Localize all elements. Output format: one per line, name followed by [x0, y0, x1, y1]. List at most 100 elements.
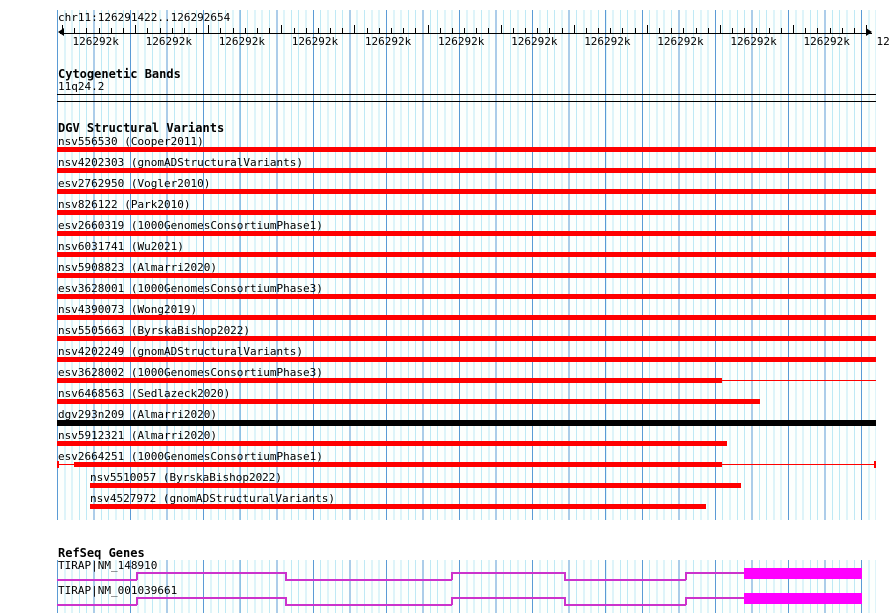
ruler-tick — [768, 28, 770, 33]
ruler-tick — [451, 28, 453, 33]
ruler-tick — [293, 28, 295, 33]
intron-segment — [451, 597, 565, 599]
cytoband-label[interactable]: 11q24.2 — [58, 80, 105, 93]
ruler-tick — [537, 28, 539, 33]
variant-label[interactable]: nsv556530 (Cooper2011) — [58, 135, 204, 148]
ruler-axis — [60, 33, 872, 34]
ruler-tick — [695, 28, 697, 33]
variant-label[interactable]: nsv5912321 (Almarri2020) — [58, 429, 217, 442]
variant-bar[interactable] — [90, 504, 706, 509]
variant-bar[interactable] — [57, 147, 876, 152]
variant-extent-cap — [57, 461, 59, 468]
variant-bar[interactable] — [57, 315, 876, 320]
variant-bar[interactable] — [57, 420, 876, 426]
variant-label[interactable]: esv2762950 (Vogler2010) — [58, 177, 211, 190]
intron-segment — [285, 604, 452, 606]
variant-bar[interactable] — [57, 336, 876, 341]
ruler-tick — [829, 28, 831, 33]
variant-bar[interactable] — [57, 252, 876, 257]
grid-background — [57, 0, 876, 613]
variant-label[interactable]: esv3628001 (1000GenomesConsortiumPhase3) — [58, 282, 323, 295]
ruler-tick — [317, 28, 319, 33]
variant-label[interactable]: nsv6031741 (Wu2021) — [58, 240, 184, 253]
intron-segment — [451, 572, 565, 574]
ruler-tick-label: 126293k — [876, 35, 890, 48]
ruler-tick-label: 126292k — [72, 35, 119, 48]
ruler-tick-label: 126292k — [364, 35, 412, 48]
locus-label: chr11:126291422..126292654 — [58, 11, 231, 24]
ruler-tick — [256, 28, 258, 33]
gene-label[interactable]: TIRAP|NM_148910 — [58, 559, 158, 572]
ruler-tick — [646, 25, 648, 34]
right-margin — [876, 0, 890, 613]
variant-label[interactable]: dgv293n209 (Almarri2020) — [58, 408, 217, 421]
variant-label[interactable]: nsv4527972 (gnomADStructuralVariants) — [90, 492, 336, 505]
variant-bar[interactable] — [57, 273, 876, 278]
intron-segment — [564, 604, 686, 606]
ruler-tick — [780, 28, 782, 33]
ruler-tick — [244, 28, 246, 33]
intron-step — [685, 572, 687, 580]
ruler-tick-label: 126292k — [438, 35, 485, 48]
ruler-tick-label: 126292k — [291, 35, 339, 48]
ruler-tick — [561, 28, 563, 33]
ruler-tick — [805, 28, 807, 33]
arrow-left-icon[interactable] — [58, 28, 64, 36]
exon-block[interactable] — [744, 593, 862, 604]
intron-segment — [685, 597, 745, 599]
ruler-tick — [147, 28, 149, 33]
intron-segment — [685, 572, 745, 574]
ruler-tick — [269, 28, 271, 33]
variant-label[interactable]: nsv5908823 (Almarri2020) — [58, 261, 217, 274]
ruler-tick-label: 126292k — [145, 35, 192, 48]
separator-line-2 — [57, 101, 876, 102]
variant-bar[interactable] — [74, 462, 722, 467]
intron-segment — [57, 579, 137, 581]
variant-bar[interactable] — [57, 294, 876, 299]
ruler-tick — [853, 28, 855, 33]
ruler-tick — [707, 28, 709, 33]
variant-bar[interactable] — [57, 189, 876, 194]
track-title-dgv-structural-variants: DGV Structural Variants — [58, 121, 225, 135]
arrow-right-icon[interactable] — [866, 28, 872, 36]
variant-label[interactable]: nsv826122 (Park2010) — [58, 198, 191, 211]
variant-bar[interactable] — [57, 168, 876, 173]
ruler-tick-label: 126292k — [730, 35, 777, 48]
ruler-tick — [634, 28, 636, 33]
ruler-tick — [232, 28, 234, 33]
exon-block[interactable] — [744, 568, 862, 579]
variant-bar[interactable] — [57, 441, 727, 446]
intron-step — [136, 572, 138, 580]
variant-label[interactable]: nsv5505663 (ByrskaBishop2022) — [58, 324, 251, 337]
intron-step — [285, 572, 287, 580]
variant-label[interactable]: nsv6468563 (Sedlazeck2020) — [58, 387, 231, 400]
ruler-tick — [500, 25, 502, 34]
variant-bar[interactable] — [90, 483, 741, 488]
gene-label[interactable]: TIRAP|NM_001039661 — [58, 584, 178, 597]
ruler-tick — [671, 28, 673, 33]
ruler-tick — [719, 25, 721, 34]
variant-bar[interactable] — [57, 357, 876, 362]
variant-bar[interactable] — [57, 399, 760, 404]
intron-segment — [564, 579, 686, 581]
left-margin — [0, 0, 57, 613]
variant-label[interactable]: esv3628002 (1000GenomesConsortiumPhase3) — [58, 366, 323, 379]
variant-label[interactable]: nsv5510057 (ByrskaBishop2022) — [90, 471, 283, 484]
ruler-tick — [281, 25, 283, 34]
variant-label[interactable]: esv2660319 (1000GenomesConsortiumPhase1) — [58, 219, 323, 232]
ruler-tick — [476, 28, 478, 33]
ruler-tick-label: 126292k — [657, 35, 704, 48]
variant-label[interactable]: nsv4202249 (gnomADStructuralVariants) — [58, 345, 304, 358]
variant-label[interactable]: nsv4202303 (gnomADStructuralVariants) — [58, 156, 304, 169]
variant-bar[interactable] — [57, 378, 722, 383]
separator-line-1 — [57, 94, 876, 95]
variant-label[interactable]: nsv4390073 (Wong2019) — [58, 303, 198, 316]
intron-step — [285, 597, 287, 605]
intron-step — [564, 597, 566, 605]
ruler-tick — [110, 28, 112, 33]
variant-label[interactable]: esv2664251 (1000GenomesConsortiumPhase1) — [58, 450, 323, 463]
variant-bar[interactable] — [57, 210, 876, 215]
ruler-tick — [330, 28, 331, 33]
variant-bar[interactable] — [57, 231, 876, 236]
ruler-tick — [196, 28, 197, 33]
